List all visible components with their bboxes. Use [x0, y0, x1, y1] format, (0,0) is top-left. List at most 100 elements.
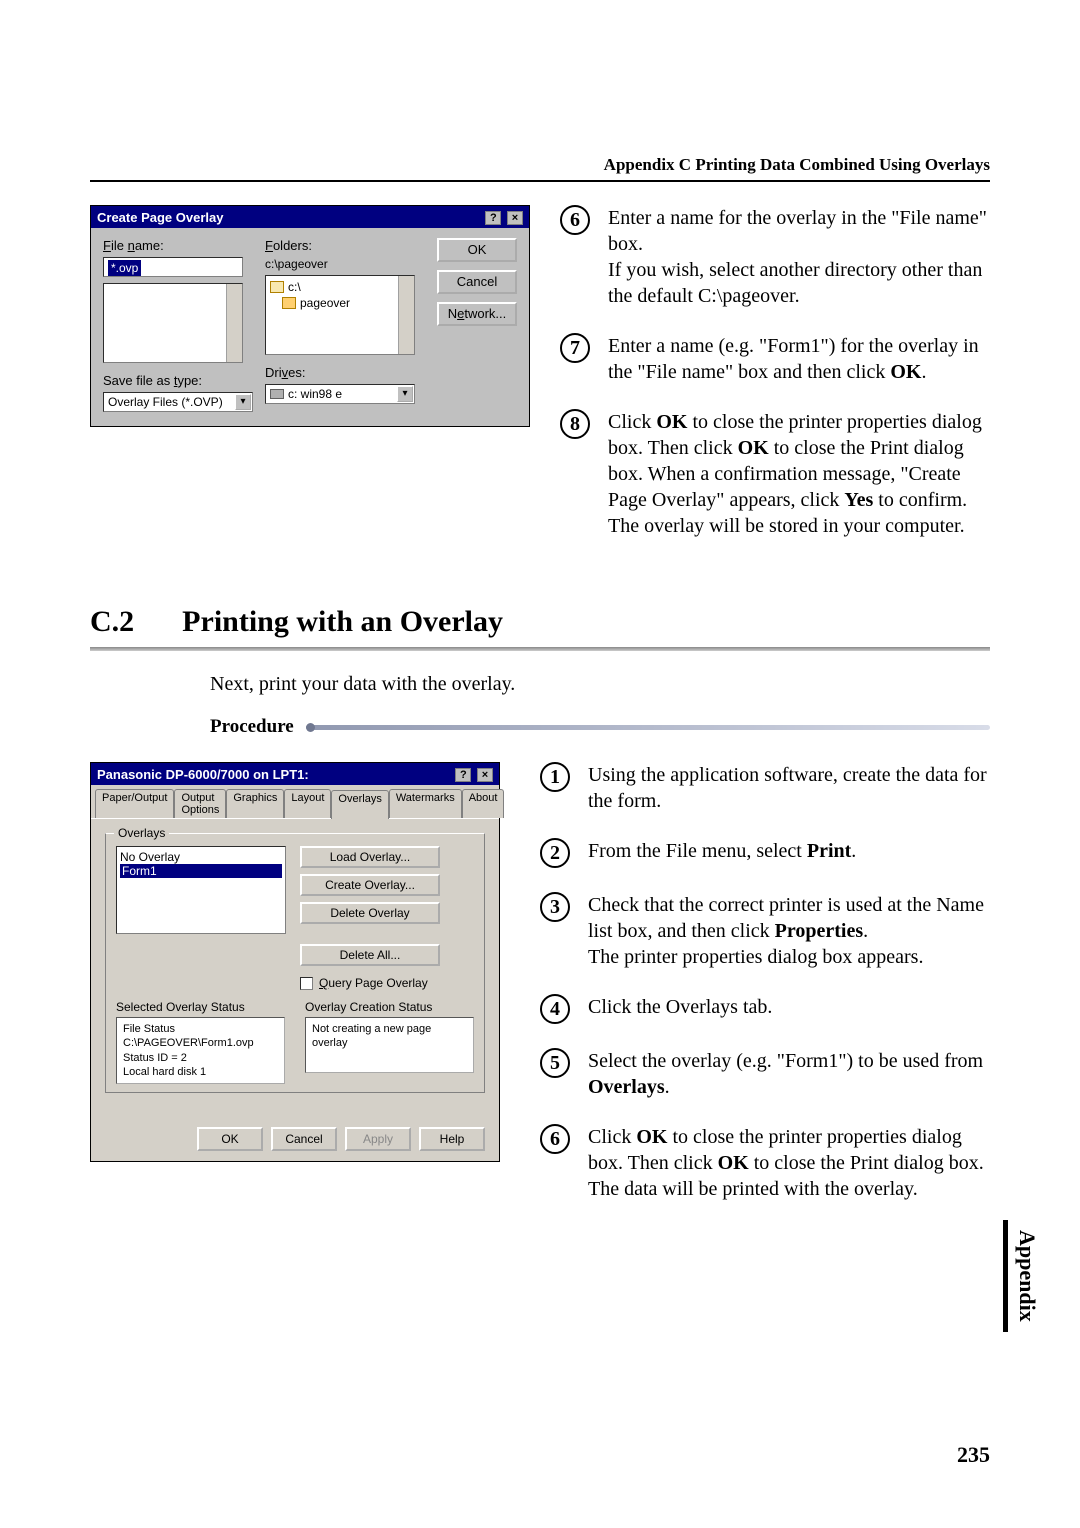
step-text: Select the overlay (e.g. "Form1") to be …: [588, 1048, 990, 1100]
step-number-icon: 3: [540, 892, 570, 922]
creation-status-box: Not creating a new page overlay: [305, 1017, 474, 1073]
step-text: Using the application software, create t…: [588, 762, 990, 814]
step-number-icon: 1: [540, 762, 570, 792]
section-rule: [90, 647, 990, 651]
query-label: Query Page Overlay: [319, 976, 428, 990]
create-overlay-screenshot: Create Page Overlay ? × File name: *.ovp…: [90, 205, 530, 563]
steps-upper: 6 Enter a name for the overlay in the "F…: [560, 205, 990, 563]
list-item-selected[interactable]: Form1: [120, 864, 282, 878]
tab-output-options[interactable]: Output Options: [174, 789, 226, 818]
titlebar-buttons: ? ×: [453, 766, 493, 782]
step-6: 6 Enter a name for the overlay in the "F…: [560, 205, 990, 309]
step-text: Check that the correct printer is used a…: [588, 892, 990, 970]
tab-paper-output[interactable]: Paper/Output: [95, 789, 174, 818]
savetype-dropdown[interactable]: Overlay Files (*.OVP) ▾: [103, 392, 253, 412]
drives-label: Drives:: [265, 365, 425, 380]
help-button[interactable]: Help: [419, 1127, 485, 1151]
side-tab-appendix: Appendix: [1003, 1220, 1046, 1332]
step-7: 7 Enter a name (e.g. "Form1") for the ov…: [560, 333, 990, 385]
overlay-listbox[interactable]: No Overlay Form1: [116, 846, 286, 934]
step-number-icon: 8: [560, 409, 590, 439]
step-8: 8 Click OK to close the printer properti…: [560, 409, 990, 539]
step-text: Enter a name for the overlay in the "Fil…: [608, 205, 990, 309]
tab-layout[interactable]: Layout: [284, 789, 331, 818]
chevron-down-icon[interactable]: ▾: [235, 394, 251, 410]
drives-dropdown[interactable]: c: win98 e ▾: [265, 384, 415, 404]
folders-path: c:\pageover: [265, 257, 425, 271]
folders-label: Folders:: [265, 238, 425, 253]
step-6b: 6 Click OK to close the printer properti…: [540, 1124, 990, 1202]
top-two-column: Create Page Overlay ? × File name: *.ovp…: [90, 205, 990, 563]
help-icon[interactable]: ?: [485, 211, 501, 225]
groupbox-title: Overlays: [114, 826, 169, 840]
cancel-button[interactable]: Cancel: [437, 270, 517, 294]
overlays-groupbox: Overlays No Overlay Form1 Load Overlay..…: [105, 833, 485, 1093]
create-overlay-button[interactable]: Create Overlay...: [300, 874, 440, 896]
header-rule: [90, 180, 990, 182]
step-number-icon: 6: [540, 1124, 570, 1154]
help-icon[interactable]: ?: [455, 768, 471, 782]
ok-button[interactable]: OK: [437, 238, 517, 262]
overlays-tab-screenshot: Panasonic DP-6000/7000 on LPT1: ? × Pape…: [90, 762, 510, 1226]
apply-button[interactable]: Apply: [345, 1127, 411, 1151]
step-text: From the File menu, select Print.: [588, 838, 990, 864]
close-icon[interactable]: ×: [507, 211, 523, 225]
file-listbox[interactable]: [103, 283, 243, 363]
page-number: 235: [957, 1442, 990, 1468]
step-2: 2 From the File menu, select Print.: [540, 838, 990, 868]
query-checkbox-row[interactable]: Query Page Overlay: [300, 976, 440, 990]
step-1: 1 Using the application software, create…: [540, 762, 990, 814]
tab-watermarks[interactable]: Watermarks: [389, 789, 462, 818]
overlays-panel: Overlays No Overlay Form1 Load Overlay..…: [91, 818, 499, 1117]
step-5: 5 Select the overlay (e.g. "Form1") to b…: [540, 1048, 990, 1100]
savetype-label: Save file as type:: [103, 373, 253, 388]
drives-value: c: win98 e: [288, 387, 342, 401]
folder-open-icon: [270, 281, 284, 293]
tab-overlays[interactable]: Overlays: [331, 790, 388, 819]
selected-status-label: Selected Overlay Status: [116, 1000, 285, 1014]
step-3: 3 Check that the correct printer is used…: [540, 892, 990, 970]
procedure-bar: [306, 725, 990, 730]
section-number: C.2: [90, 605, 134, 639]
step-4: 4 Click the Overlays tab.: [540, 994, 990, 1024]
dialog-bottom-buttons: OK Cancel Apply Help: [91, 1117, 499, 1161]
creation-status-label: Overlay Creation Status: [305, 1000, 474, 1014]
titlebar-buttons: ? ×: [483, 209, 523, 225]
folder-item[interactable]: pageover: [282, 296, 410, 310]
folders-listbox[interactable]: c:\ pageover: [265, 275, 415, 355]
list-item[interactable]: No Overlay: [120, 850, 282, 864]
delete-all-button[interactable]: Delete All...: [300, 944, 440, 966]
tab-graphics[interactable]: Graphics: [226, 789, 284, 818]
load-overlay-button[interactable]: Load Overlay...: [300, 846, 440, 868]
content: Create Page Overlay ? × File name: *.ovp…: [90, 205, 990, 1226]
cancel-button[interactable]: Cancel: [271, 1127, 337, 1151]
dialog-titlebar: Panasonic DP-6000/7000 on LPT1: ? ×: [91, 763, 499, 785]
tabs-row: Paper/Output Output Options Graphics Lay…: [91, 785, 499, 818]
section-title: Printing with an Overlay: [182, 605, 503, 639]
folder-item[interactable]: c:\: [270, 280, 410, 294]
dialog-body: File name: *.ovp Save file as type: Over…: [91, 228, 529, 426]
dialog-title: Panasonic DP-6000/7000 on LPT1:: [97, 767, 309, 782]
network-button[interactable]: Network...: [437, 302, 517, 326]
step-number-icon: 2: [540, 838, 570, 868]
tab-about[interactable]: About: [462, 789, 505, 818]
section-intro: Next, print your data with the overlay.: [210, 673, 990, 696]
filename-input[interactable]: *.ovp: [103, 257, 243, 277]
steps-lower: 1 Using the application software, create…: [540, 762, 990, 1226]
procedure-text: Procedure: [210, 716, 294, 738]
delete-overlay-button[interactable]: Delete Overlay: [300, 902, 440, 924]
ok-button[interactable]: OK: [197, 1127, 263, 1151]
printer-properties-dialog: Panasonic DP-6000/7000 on LPT1: ? × Pape…: [90, 762, 500, 1162]
close-icon[interactable]: ×: [477, 768, 493, 782]
chevron-down-icon[interactable]: ▾: [397, 386, 413, 402]
overlay-buttons: Load Overlay... Create Overlay... Delete…: [300, 846, 440, 990]
selected-status-box: File StatusC:\PAGEOVER\Form1.ovpStatus I…: [116, 1017, 285, 1084]
step-text: Click the Overlays tab.: [588, 994, 990, 1020]
dialog-title: Create Page Overlay: [97, 210, 223, 225]
step-text: Click OK to close the printer properties…: [588, 1124, 990, 1202]
running-header: Appendix C Printing Data Combined Using …: [604, 155, 990, 175]
checkbox-icon[interactable]: [300, 977, 313, 990]
section-heading: C.2 Printing with an Overlay: [90, 605, 990, 639]
step-number-icon: 5: [540, 1048, 570, 1078]
create-page-overlay-dialog: Create Page Overlay ? × File name: *.ovp…: [90, 205, 530, 427]
